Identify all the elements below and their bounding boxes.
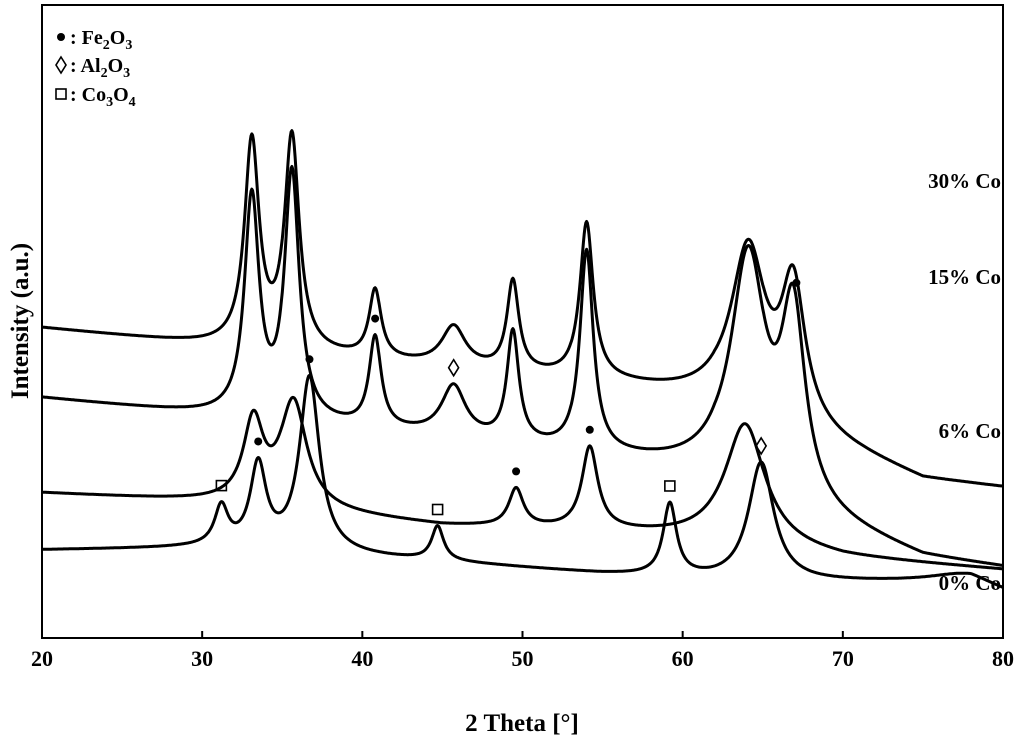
al2o3-marker bbox=[447, 358, 460, 378]
fe2o3-marker bbox=[254, 437, 263, 446]
series-curve bbox=[41, 395, 1004, 571]
legend-text-part: O bbox=[108, 55, 124, 77]
x-tick-label: 70 bbox=[832, 646, 854, 671]
co3o4-marker bbox=[55, 88, 67, 100]
series-labels: 30% Co 15% Co 6% Co 0% Co bbox=[928, 169, 1001, 595]
fe2o3-marker bbox=[792, 278, 801, 287]
peak-markers bbox=[215, 278, 801, 516]
legend-text-part: : Fe bbox=[70, 27, 103, 49]
fe2o3-marker bbox=[57, 33, 65, 41]
al2o3-marker bbox=[755, 436, 768, 456]
x-axis-ticks: 20 30 40 50 60 70 80 bbox=[31, 631, 1014, 671]
x-tick-label: 40 bbox=[351, 646, 373, 671]
series-curve bbox=[41, 373, 1004, 589]
legend-entry: : Co3O4 bbox=[70, 84, 136, 110]
x-axis-title: 2 Theta [°] bbox=[465, 710, 579, 737]
legend-text-part: : Co bbox=[70, 84, 106, 106]
legend-subscript: 3 bbox=[106, 95, 113, 110]
legend: : Fe2O3 : Al2O3 : Co3O4 bbox=[55, 27, 136, 110]
series-curve bbox=[41, 129, 1004, 488]
legend-text-part: : Al bbox=[70, 55, 101, 77]
series-label: 15% Co bbox=[928, 265, 1001, 289]
fe2o3-marker bbox=[305, 355, 314, 364]
x-tick-label: 30 bbox=[191, 646, 213, 671]
series-label: 0% Co bbox=[939, 571, 1001, 595]
fe2o3-marker bbox=[585, 425, 594, 434]
legend-text-part: O bbox=[113, 84, 129, 106]
x-tick-label: 80 bbox=[992, 646, 1014, 671]
series-label: 6% Co bbox=[939, 419, 1001, 443]
al2o3-marker bbox=[55, 55, 67, 75]
x-tick-label: 50 bbox=[512, 646, 534, 671]
legend-entry: : Fe2O3 bbox=[70, 27, 132, 53]
y-axis-title: Intensity (a.u.) bbox=[7, 243, 34, 399]
series-label: 30% Co bbox=[928, 169, 1001, 193]
co3o4-marker bbox=[215, 479, 228, 492]
legend-text-part: O bbox=[110, 27, 126, 49]
x-tick-label: 20 bbox=[31, 646, 53, 671]
fe2o3-marker bbox=[512, 467, 521, 476]
co3o4-marker bbox=[431, 503, 444, 516]
legend-subscript: 2 bbox=[101, 66, 108, 81]
series-curves bbox=[41, 129, 1004, 589]
x-tick-label: 60 bbox=[672, 646, 694, 671]
legend-entry: : Al2O3 bbox=[70, 55, 130, 81]
legend-subscript: 3 bbox=[125, 38, 132, 53]
co3o4-marker bbox=[664, 480, 676, 492]
fe2o3-marker bbox=[371, 314, 380, 323]
legend-subscript: 2 bbox=[103, 38, 110, 53]
legend-subscript: 4 bbox=[129, 95, 136, 110]
legend-subscript: 3 bbox=[123, 66, 130, 81]
series-curve bbox=[41, 165, 1004, 567]
